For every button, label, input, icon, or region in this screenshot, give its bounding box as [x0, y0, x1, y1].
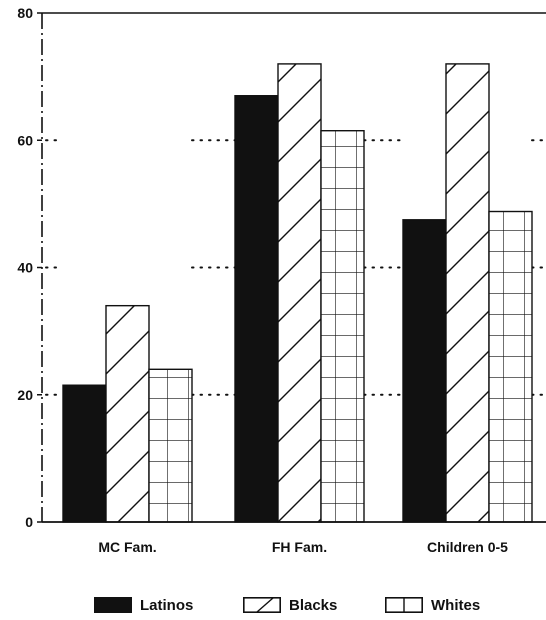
y-tick-label-40: 40	[17, 260, 33, 276]
y-tick-labels: 0 20 40 60 80	[17, 5, 33, 530]
x-category-labels: MC Fam. FH Fam. Children 0-5	[98, 539, 508, 555]
legend-item-blacks: Blacks	[243, 594, 337, 616]
legend-swatch-latinos	[94, 597, 132, 613]
y-tick-label-0: 0	[25, 514, 33, 530]
bar-blacks-0	[105, 304, 150, 523]
bar-latinos-1	[234, 95, 279, 523]
bar-whites-2	[488, 210, 533, 523]
legend-swatch-blacks	[243, 597, 281, 613]
bars	[62, 63, 533, 523]
bar-whites-0	[148, 368, 193, 523]
legend-label-latinos: Latinos	[140, 596, 194, 614]
legend-label-whites: Whites	[431, 596, 481, 614]
bar-latinos-2	[402, 219, 447, 523]
y-tick-label-20: 20	[17, 387, 33, 403]
legend-label-blacks: Blacks	[289, 596, 338, 614]
y-tick-label-80: 80	[17, 5, 33, 21]
x-category-label-2: Children 0-5	[427, 539, 508, 555]
x-category-label-0: MC Fam.	[98, 539, 156, 555]
bar-chart: 0 20 40 60 80 MC Fam. FH Fam. Children 0-5	[17, 5, 546, 555]
legend: Latinos Blacks Whites	[0, 594, 546, 616]
x-category-label-1: FH Fam.	[272, 539, 327, 555]
bar-latinos-0	[62, 384, 107, 523]
legend-item-latinos: Latinos	[94, 594, 193, 616]
bar-blacks-1	[277, 63, 322, 523]
bar-blacks-2	[445, 63, 490, 523]
bar-whites-1	[320, 130, 365, 523]
y-tick-label-60: 60	[17, 132, 33, 148]
grid-lines	[45, 139, 546, 396]
legend-item-whites: Whites	[385, 594, 480, 616]
axes	[37, 12, 546, 523]
legend-swatch-whites	[385, 597, 423, 613]
